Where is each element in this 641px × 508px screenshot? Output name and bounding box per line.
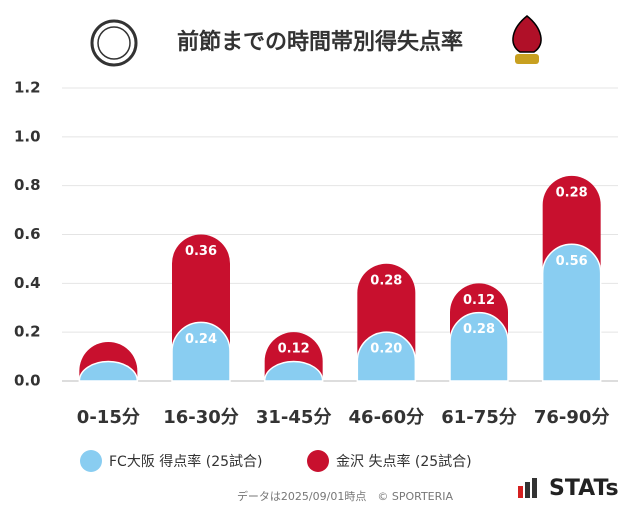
bar bbox=[541, 243, 602, 382]
bar bbox=[78, 360, 139, 382]
x-tick-label: 46-60分 bbox=[349, 407, 425, 428]
y-tick-label: 0.6 bbox=[14, 225, 41, 243]
x-tick-label: 31-45分 bbox=[256, 407, 332, 428]
brand: STATs bbox=[549, 476, 619, 501]
x-tick-label: 76-90分 bbox=[534, 407, 610, 428]
x-tick-label: 61-75分 bbox=[441, 407, 517, 428]
bar bbox=[449, 311, 509, 382]
bar bbox=[171, 321, 231, 382]
bar bbox=[263, 360, 324, 382]
value-label: 0.36 bbox=[185, 244, 217, 259]
y-tick-label: 0.4 bbox=[14, 274, 41, 292]
y-tick-label: 0.0 bbox=[14, 372, 41, 390]
footnote: データは2025/09/01時点 © SPORTERIA bbox=[237, 489, 454, 503]
home-logo bbox=[90, 19, 138, 67]
legend-label: 金沢 失点率 (25試合) bbox=[336, 453, 472, 470]
y-tick-label: 0.2 bbox=[14, 323, 41, 341]
value-label: 0.28 bbox=[556, 185, 588, 200]
legend-marker bbox=[307, 450, 329, 472]
stats-logo bbox=[518, 478, 537, 498]
x-tick-label: 0-15分 bbox=[77, 407, 140, 428]
value-label: 0.24 bbox=[185, 332, 217, 347]
value-label: 0.20 bbox=[370, 342, 402, 357]
legend-label: FC大阪 得点率 (25試合) bbox=[109, 453, 262, 470]
y-tick-label: 0.8 bbox=[14, 176, 41, 194]
value-label: 0.12 bbox=[278, 342, 310, 357]
y-tick-label: 1.0 bbox=[14, 127, 41, 145]
value-label: 0.56 bbox=[556, 254, 588, 269]
value-label: 0.28 bbox=[463, 322, 495, 337]
value-label: 0.12 bbox=[463, 293, 495, 308]
y-tick-label: 1.2 bbox=[14, 79, 41, 97]
bar bbox=[356, 331, 417, 382]
chart-title: 前節までの時間帯別得失点率 bbox=[177, 29, 463, 55]
away-logo bbox=[512, 15, 542, 64]
legend-marker bbox=[80, 450, 102, 472]
x-tick-label: 16-30分 bbox=[163, 407, 239, 428]
value-label: 0.28 bbox=[370, 273, 402, 288]
